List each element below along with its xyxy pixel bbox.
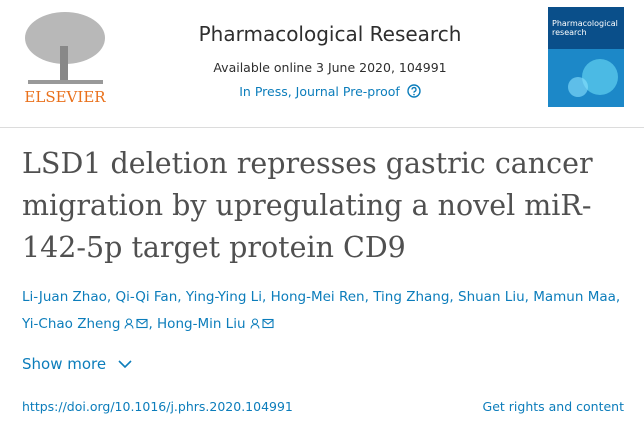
chevron-icon (118, 360, 132, 369)
doi-link[interactable]: https://doi.org/10.1016/j.phrs.2020.1049… (22, 399, 293, 414)
author-name[interactable]: Hong-Min Liu (157, 316, 246, 332)
author-name[interactable]: Shuan Liu (458, 289, 525, 305)
availability: Available online 3 June 2020, 104991 (213, 60, 447, 75)
author-separator: , (261, 289, 267, 305)
help-icon[interactable] (407, 84, 421, 98)
author-list: Li-Juan Zhao, Qi-Qi Fan, Ying-Ying Li, H… (22, 284, 627, 338)
publisher-logo[interactable]: ELSEVIER (18, 6, 113, 106)
author-name[interactable]: Qi-Qi Fan (115, 289, 178, 305)
author[interactable]: Hong-Mei Ren, (271, 289, 369, 305)
author[interactable]: Ting Zhang, (373, 289, 454, 305)
show-more[interactable]: Show more (22, 355, 133, 373)
author[interactable]: Shuan Liu, (458, 289, 529, 305)
author-separator: , (177, 289, 182, 305)
cover-title: Pharmacological research (552, 19, 618, 37)
logo-trunk (60, 46, 68, 82)
author-separator: , (364, 289, 369, 305)
show-more-label[interactable]: Show more (22, 355, 107, 373)
logo-tree (25, 12, 105, 64)
author-separator: , (106, 289, 112, 305)
publisher-name: ELSEVIER (24, 88, 106, 106)
author-name[interactable]: Mamun Maa (533, 289, 616, 305)
author-name[interactable]: Ting Zhang (373, 289, 450, 305)
contact-icons[interactable] (124, 318, 148, 329)
author[interactable]: Li-Juan Zhao, (22, 289, 111, 305)
author-separator: , (449, 289, 454, 305)
author-separator: , (148, 316, 153, 332)
author[interactable]: Mamun Maa, (533, 289, 620, 305)
author[interactable]: Qi-Qi Fan, (115, 289, 181, 305)
author[interactable]: Yi-Chao Zheng, (22, 316, 153, 332)
author-name[interactable]: Yi-Chao Zheng (22, 316, 121, 332)
status-line: In Press, Journal Pre-proof (140, 84, 520, 99)
divider (0, 127, 644, 128)
author-name[interactable]: Hong-Mei Ren (270, 289, 365, 305)
rights-link[interactable]: Get rights and content (482, 399, 624, 414)
article-title: LSD1 deletion represses gastric cancer m… (22, 147, 593, 264)
author[interactable]: Hong-Min Liu (157, 316, 274, 332)
author-separator: , (524, 289, 529, 305)
contact-icons[interactable] (249, 318, 274, 329)
author-name[interactable]: Li-Juan Zhao (22, 289, 107, 305)
author-separator: , (615, 289, 621, 305)
author[interactable]: Ying-Ying Li, (186, 289, 266, 305)
author-name[interactable]: Ying-Ying Li (185, 289, 262, 305)
journal-cover[interactable]: Pharmacological research (548, 7, 624, 107)
logo-ground (28, 80, 103, 84)
journal-name[interactable]: Pharmacological Research (198, 22, 462, 46)
status[interactable]: In Press, Journal Pre-proof (239, 84, 400, 99)
